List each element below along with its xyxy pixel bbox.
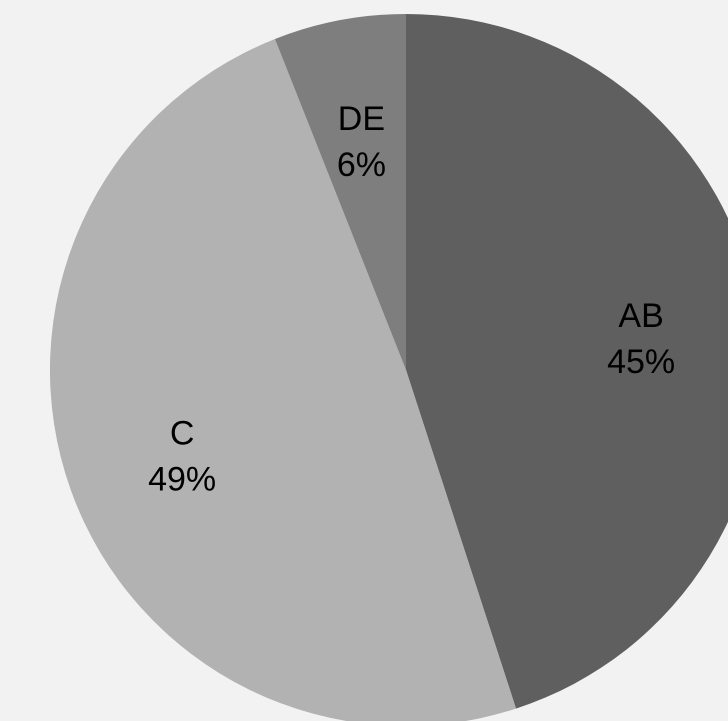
slice-percent-label: 6% xyxy=(337,146,386,184)
slice-percent-label: 49% xyxy=(148,461,216,499)
pie-slices xyxy=(49,14,728,721)
slice-percent-label: 45% xyxy=(607,343,675,381)
slice-category-label: C xyxy=(170,415,195,453)
slice-category-label: DE xyxy=(338,100,385,138)
pie-slice-ab xyxy=(406,14,728,709)
pie-slice-c xyxy=(49,39,517,721)
slice-category-label: AB xyxy=(618,297,663,335)
pie-slice-de xyxy=(274,14,406,370)
pie-labels: AB 45% C 49% DE 6% xyxy=(148,100,675,498)
